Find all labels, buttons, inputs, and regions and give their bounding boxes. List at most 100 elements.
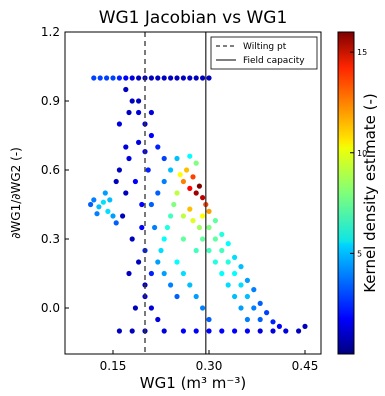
scatter-point	[174, 75, 180, 81]
scatter-point	[177, 172, 183, 178]
scatter-point	[219, 247, 225, 254]
scatter-point	[161, 328, 167, 334]
scatter-point	[244, 316, 250, 323]
scatter-point	[161, 75, 167, 81]
scatter-point	[116, 121, 122, 127]
x-tick-label: 0.45	[292, 359, 319, 373]
scatter-point	[212, 236, 218, 242]
scatter-point	[257, 316, 263, 323]
scatter-point	[126, 109, 132, 116]
scatter-point	[91, 197, 97, 203]
scatter-point	[251, 305, 257, 311]
scatter-point	[88, 201, 94, 208]
scatter-point	[161, 178, 167, 185]
scatter-point	[219, 231, 225, 237]
scatter-point	[193, 293, 199, 300]
scatter-point	[206, 224, 212, 231]
scatter-point	[206, 208, 212, 214]
scatter-point	[123, 144, 129, 150]
scatter-point	[129, 236, 135, 242]
scatter-point	[251, 287, 257, 293]
colorbar-label: Kernel density estimate (-)	[361, 93, 379, 293]
scatter-point	[120, 213, 126, 219]
scatter-point	[168, 213, 174, 219]
scatter-point	[244, 293, 250, 300]
scatter-point	[148, 270, 154, 277]
scatter-point	[276, 323, 282, 329]
scatter-point	[152, 224, 158, 231]
scatter-point	[174, 293, 180, 300]
scatter-point	[148, 132, 154, 139]
scatter-point	[283, 328, 289, 334]
scatter-point	[168, 75, 174, 81]
scatter-point	[180, 75, 186, 81]
scatter-point	[116, 167, 122, 173]
scatter-point	[212, 218, 218, 224]
legend-label-field-capacity: Field capacity	[243, 56, 305, 66]
scatter-point	[193, 247, 199, 254]
scatter-point	[148, 305, 154, 311]
scatter-point	[212, 259, 218, 265]
scatter-point	[270, 319, 276, 325]
scatter-point	[257, 300, 263, 306]
scatter-point	[264, 310, 270, 316]
scatter-point	[171, 201, 177, 208]
colorbar-tick-label: 15	[357, 48, 367, 57]
plot-frame	[64, 31, 322, 355]
x-tick-marks	[112, 350, 306, 354]
scatter-point	[123, 190, 129, 196]
y-tick-label: 0.6	[41, 163, 60, 177]
scatter-point	[113, 178, 119, 185]
x-tick-label: 0.15	[100, 359, 127, 373]
scatter-point	[187, 282, 193, 288]
scatter-point	[132, 178, 138, 185]
scatter-point	[139, 224, 145, 231]
scatter-point	[180, 178, 186, 185]
scatter-point	[225, 259, 231, 265]
scatter-point	[110, 75, 116, 81]
scatter-point	[200, 213, 206, 219]
colorbar-tick-label: 10	[357, 149, 367, 158]
scatter-point	[129, 98, 135, 104]
scatter-point	[102, 190, 108, 196]
scatter-point	[270, 328, 276, 334]
y-axis-label: ∂WG1/∂WG2 (-)	[9, 147, 23, 239]
scatter-point	[158, 247, 164, 254]
scatter-point	[200, 75, 206, 81]
scatter-point	[225, 241, 231, 247]
scatter-point	[187, 153, 193, 159]
scatter-point	[196, 224, 202, 231]
scatter-point	[180, 213, 186, 219]
scatter-point	[225, 282, 231, 288]
scatter-point	[244, 328, 250, 334]
scatter-point	[190, 174, 196, 180]
scatter-point	[232, 270, 238, 277]
scatter-point	[296, 328, 302, 334]
scatter-point	[219, 328, 225, 334]
scatter-point	[97, 75, 103, 81]
scatter-point	[193, 160, 199, 166]
scatter-point	[184, 167, 190, 173]
chart-title: WG1 Jacobian vs WG1	[99, 8, 288, 28]
scatter-point	[155, 259, 161, 265]
scatter-point	[126, 270, 132, 277]
scatter-point	[187, 75, 193, 81]
scatter-point	[196, 183, 202, 189]
scatter-point	[132, 305, 138, 311]
scatter-point	[104, 75, 110, 81]
y-tick-labels: 1.2 0.9 0.6 0.3 0.0	[41, 25, 60, 315]
scatter-point	[206, 316, 212, 323]
scatter-point	[129, 75, 135, 81]
x-tick-label: 0.30	[196, 359, 223, 373]
scatter-point	[232, 254, 238, 260]
y-tick-label: 1.2	[41, 25, 60, 39]
colorbar-tick-label: 5	[357, 249, 362, 258]
scatter-point	[105, 208, 111, 214]
scatter-point	[302, 323, 308, 329]
scatter-point	[123, 86, 129, 93]
scatter-point	[193, 190, 199, 196]
legend-label-wilting: Wilting pt	[243, 42, 287, 52]
scatter-point	[136, 75, 142, 81]
scatter-point	[200, 236, 206, 242]
scatter-point	[155, 190, 161, 196]
